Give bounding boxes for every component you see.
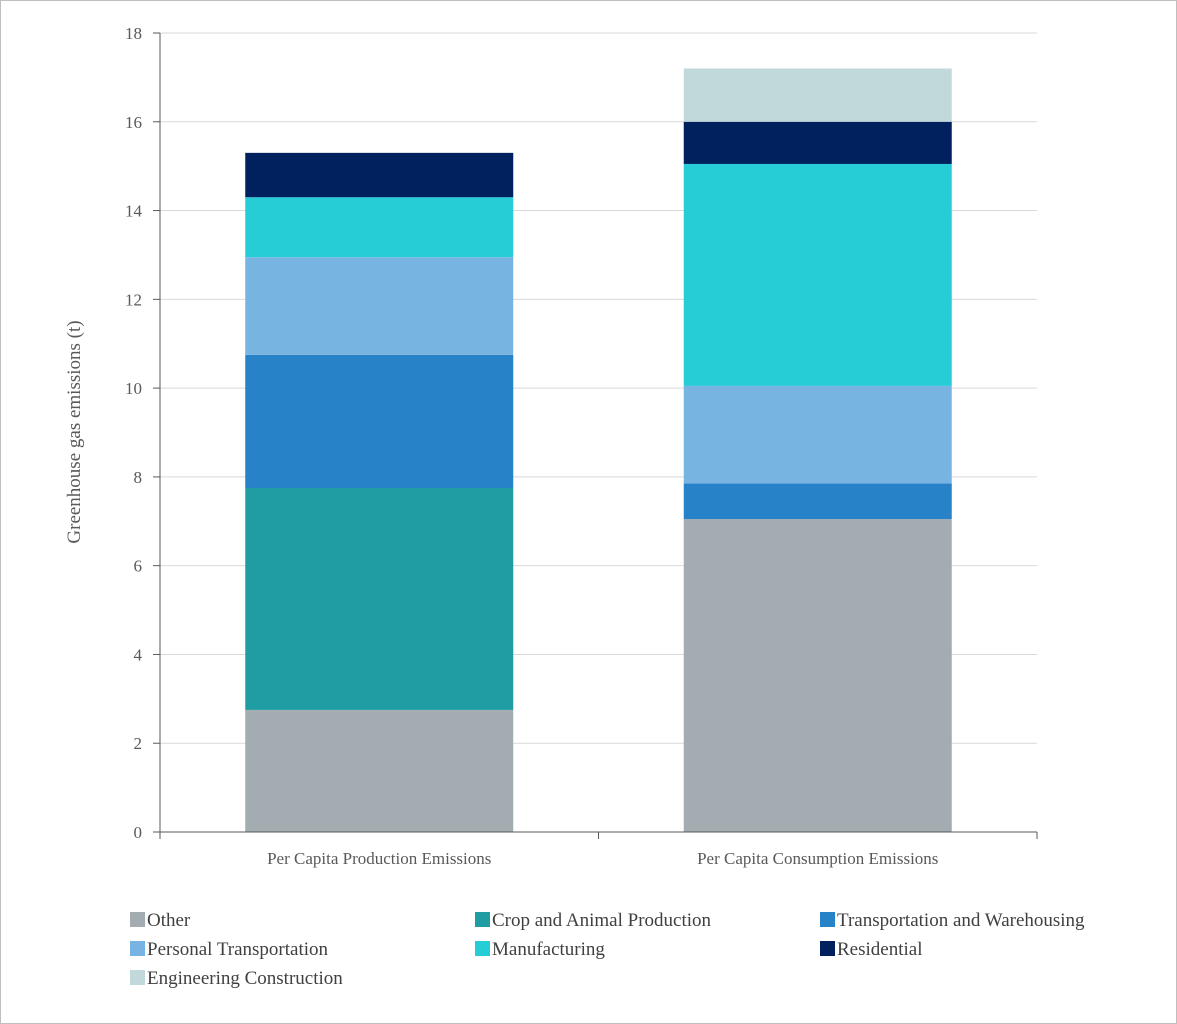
stacked-bar-chart: 0 2 4 6 8 10 12 14 16 18 Per Capita Production Em… [64, 24, 1038, 868]
axes [153, 32, 1038, 839]
y-tick-label: 6 [134, 557, 143, 576]
bar-segment [245, 354, 514, 488]
legend-swatch [130, 941, 145, 956]
legend-swatch [820, 912, 835, 927]
y-tick-label: 12 [125, 290, 142, 309]
bar-segment [683, 519, 952, 832]
x-category-labels: Per Capita Production Emissions Per Capit… [267, 849, 938, 868]
legend-item: Transportation and Warehousing [820, 910, 1085, 932]
bar-segment [245, 487, 514, 710]
legend-item: Manufacturing [475, 939, 605, 961]
bar-segment [683, 385, 952, 484]
legend-item: Engineering Construction [130, 968, 343, 990]
bar-segment [683, 163, 952, 386]
y-tick-label: 8 [134, 468, 143, 487]
legend-item: Personal Transportation [130, 939, 328, 961]
y-tick-label: 10 [125, 379, 142, 398]
legend-swatch [475, 941, 490, 956]
y-axis-label: Greenhouse gas emissions (t) [64, 320, 85, 543]
legend-label: Manufacturing [492, 939, 605, 960]
legend-label: Transportation and Warehousing [837, 910, 1085, 931]
y-tick-label: 0 [134, 823, 143, 842]
legend-label: Crop and Animal Production [492, 910, 712, 931]
bar-segment [683, 68, 952, 122]
bars [245, 68, 952, 832]
bar-segment [245, 152, 514, 198]
bar-segment [683, 121, 952, 164]
bar-segment [245, 197, 514, 258]
bar-segment [683, 483, 952, 520]
legend-label: Residential [837, 939, 923, 960]
y-tick-label: 2 [134, 734, 143, 753]
x-category-label: Per Capita Consumption Emissions [697, 849, 938, 868]
legend-swatch [475, 912, 490, 927]
bar-segment [245, 257, 514, 355]
legend-swatch [130, 970, 145, 985]
legend-swatch [820, 941, 835, 956]
legend-swatch [130, 912, 145, 927]
legend-label: Other [147, 910, 191, 931]
legend-label: Personal Transportation [147, 939, 329, 960]
bar-segment [245, 709, 514, 832]
y-tick-label: 14 [125, 202, 143, 221]
legend-item: Crop and Animal Production [475, 910, 711, 932]
y-tick-label: 18 [125, 24, 142, 43]
legend-label: Engineering Construction [147, 968, 343, 989]
legend-item: Other [130, 910, 190, 932]
legend-item: Residential [820, 939, 922, 961]
x-category-label: Per Capita Production Emissions [267, 849, 491, 868]
y-tick-label: 16 [125, 113, 142, 132]
y-tick-labels: 0 2 4 6 8 10 12 14 16 18 [125, 24, 143, 842]
y-tick-label: 4 [134, 645, 143, 664]
